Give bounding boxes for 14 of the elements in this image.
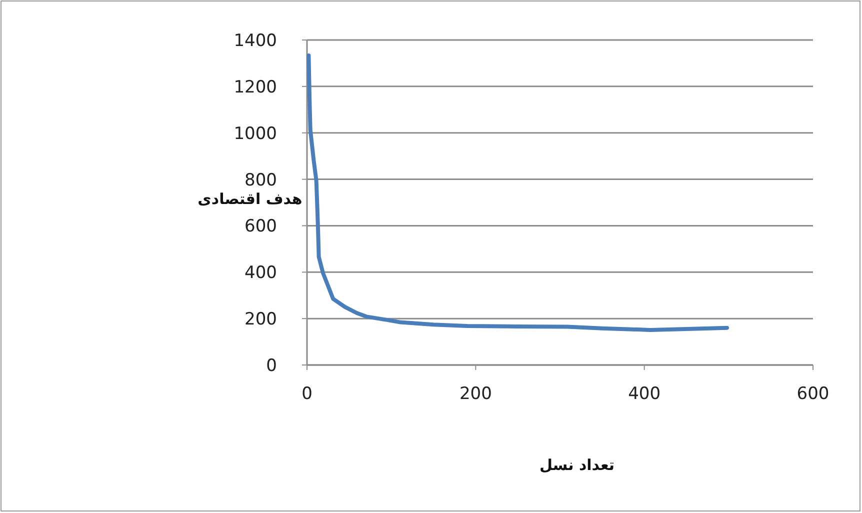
y-tick-label: 600 xyxy=(244,216,277,237)
x-axis-title: تعداد نسل xyxy=(539,456,615,474)
y-tick-label: 200 xyxy=(244,310,277,330)
x-tick-label: 400 xyxy=(628,384,661,404)
y-tick-label: 1200 xyxy=(234,77,277,98)
x-tick-label: 0 xyxy=(302,384,312,404)
y-tick-label: 0 xyxy=(266,356,277,376)
y-tick-label: 1000 xyxy=(234,124,277,144)
y-tick-label: 800 xyxy=(244,170,277,190)
y-tick-label: 400 xyxy=(244,263,277,284)
y-tick-label: 1400 xyxy=(234,31,277,51)
x-tick-label: 600 xyxy=(796,384,830,404)
y-axis-title: هدف اقتصادی xyxy=(198,190,302,208)
x-tick-label: 200 xyxy=(459,384,492,404)
